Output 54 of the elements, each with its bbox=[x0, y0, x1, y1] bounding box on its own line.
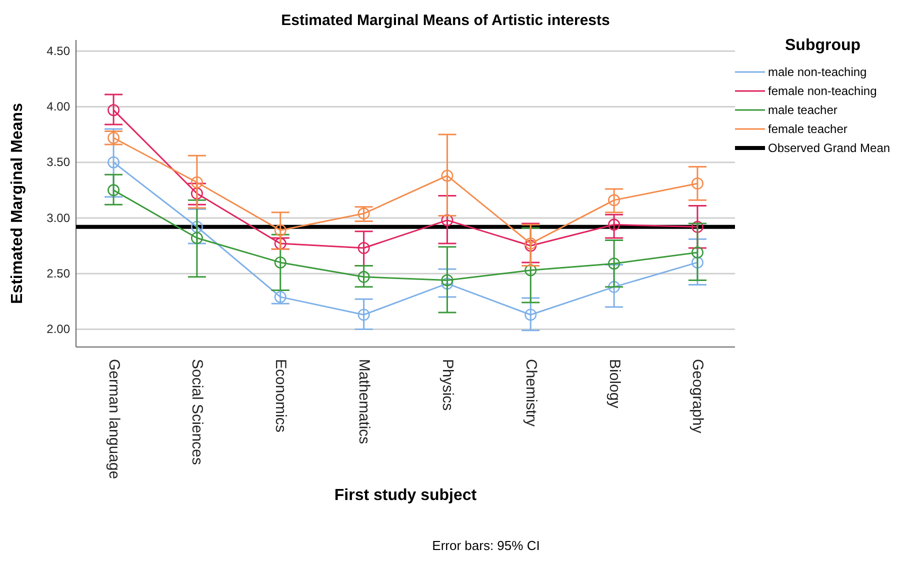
x-tick-label: Social Sciences bbox=[188, 359, 206, 465]
point bbox=[274, 238, 286, 250]
text: Error bars: 95% CI bbox=[432, 538, 540, 553]
x-tick-label: Geography bbox=[689, 359, 706, 434]
point bbox=[441, 214, 454, 226]
y-tick-label: 3.00 bbox=[46, 210, 70, 225]
point bbox=[691, 246, 704, 258]
x-tick-label: Economics bbox=[272, 359, 290, 432]
point bbox=[608, 258, 620, 270]
point bbox=[108, 184, 120, 196]
y-tick-label: 2.50 bbox=[46, 266, 70, 280]
point bbox=[691, 178, 704, 190]
point bbox=[274, 224, 286, 236]
point bbox=[441, 170, 454, 182]
point bbox=[274, 256, 286, 268]
point bbox=[691, 220, 704, 233]
y-axis-title: Estimated Marginal Means bbox=[9, 102, 26, 304]
point bbox=[358, 208, 370, 220]
point bbox=[608, 194, 620, 206]
x-tick-label: Biology bbox=[606, 359, 623, 409]
point bbox=[358, 242, 370, 254]
point bbox=[441, 278, 454, 290]
legend-label: male non-teaching bbox=[768, 65, 867, 79]
x-tick-label: Mathematics bbox=[356, 359, 373, 444]
x-tick-label: Chemistry bbox=[522, 359, 540, 428]
point bbox=[608, 280, 620, 293]
point bbox=[358, 270, 370, 283]
y-tick-label: 4.50 bbox=[46, 44, 70, 58]
chart-title: Estimated Marginal Means of Artistic interests bbox=[281, 12, 610, 29]
point bbox=[274, 290, 286, 303]
y-tick-label: 3.50 bbox=[46, 155, 70, 170]
point bbox=[691, 256, 704, 268]
point bbox=[441, 274, 454, 286]
point bbox=[524, 264, 537, 276]
point bbox=[608, 218, 620, 231]
x-tick-label: Physics bbox=[438, 359, 456, 411]
point bbox=[190, 220, 203, 233]
legend-label: Observed Grand Mean bbox=[768, 141, 890, 155]
x-tick-label: German language bbox=[105, 359, 122, 480]
x-axis-title: First study subject bbox=[334, 487, 478, 504]
legend-title: Subgroup bbox=[785, 37, 861, 54]
legend-label: female non-teaching bbox=[768, 84, 877, 98]
point bbox=[190, 176, 203, 188]
point bbox=[108, 156, 120, 168]
legend-label: male teacher bbox=[768, 103, 838, 117]
legend-label: female teacher bbox=[768, 122, 848, 136]
y-tick-label: 2.00 bbox=[46, 322, 70, 336]
point bbox=[108, 132, 120, 144]
point bbox=[358, 308, 370, 321]
point bbox=[108, 104, 120, 116]
point bbox=[524, 308, 537, 321]
point bbox=[190, 232, 203, 244]
point bbox=[190, 188, 203, 200]
y-tick-label: 4.00 bbox=[46, 100, 70, 114]
